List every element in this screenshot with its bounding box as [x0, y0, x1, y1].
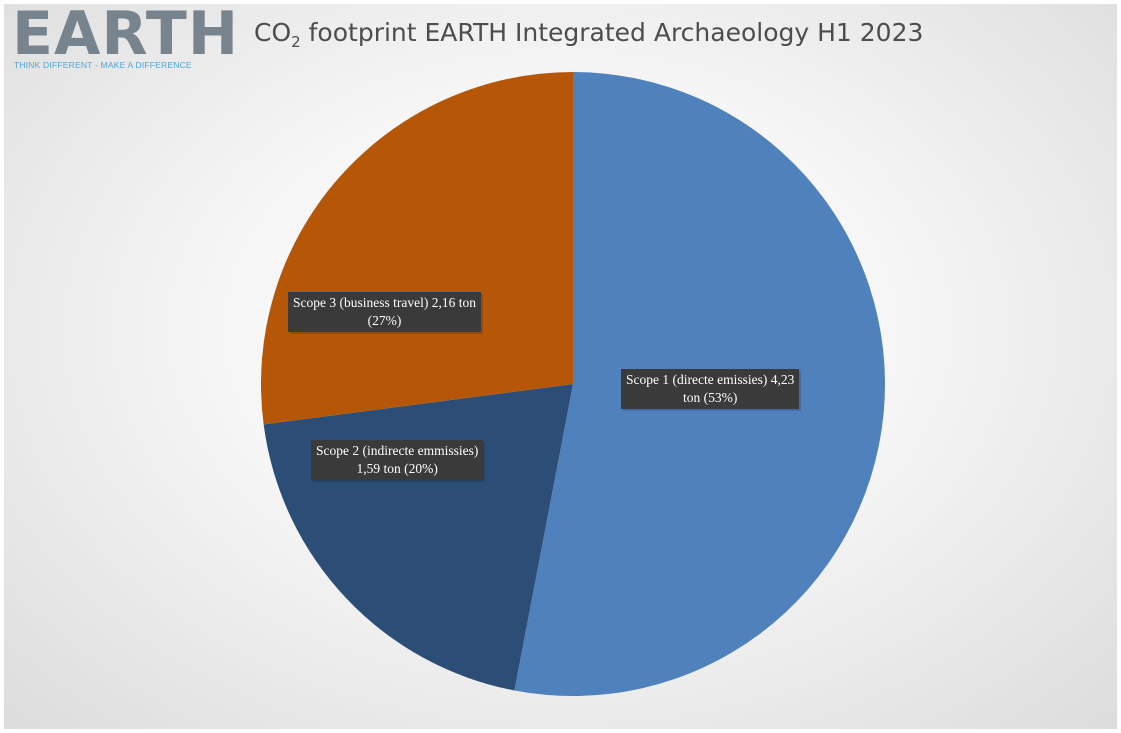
slice-label-scope-1-line1: Scope 1 (directe emissies) 4,23: [626, 372, 795, 387]
chart-area: EARTH THINK DIFFERENT - MAKE A DIFFERENC…: [4, 4, 1117, 729]
logo-wordmark: EARTH: [12, 4, 240, 69]
logo-tagline: THINK DIFFERENT - MAKE A DIFFERENCE: [14, 60, 192, 70]
chart-title-subscript: 2: [291, 33, 301, 51]
slice-label-scope-2-line2: 1,59 ton (20%): [356, 461, 438, 476]
slice-label-scope-3-line1: Scope 3 (business travel) 2,16 ton: [293, 295, 476, 310]
chart-title-prefix: CO: [254, 18, 292, 47]
slice-label-scope-2-line1: Scope 2 (indirecte emmissies): [316, 443, 479, 458]
slice-label-scope-1-line2: ton (53%): [682, 390, 738, 405]
pie-chart: [260, 72, 885, 696]
slice-label-scope-2: Scope 2 (indirecte emmissies) 1,59 ton (…: [311, 440, 484, 480]
slice-label-scope-1: Scope 1 (directe emissies) 4,23 ton (53%…: [621, 369, 800, 409]
earth-logo: EARTH THINK DIFFERENT - MAKE A DIFFERENC…: [12, 4, 238, 72]
chart-title: CO2 footprint EARTH Integrated Archaeolo…: [254, 18, 954, 51]
slice-label-scope-3-line2: (27%): [367, 313, 402, 328]
pie-slice-scope-3: [260, 72, 573, 425]
slice-label-scope-3: Scope 3 (business travel) 2,16 ton (27%): [288, 292, 481, 332]
chart-title-rest: footprint EARTH Integrated Archaeology H…: [300, 18, 924, 47]
